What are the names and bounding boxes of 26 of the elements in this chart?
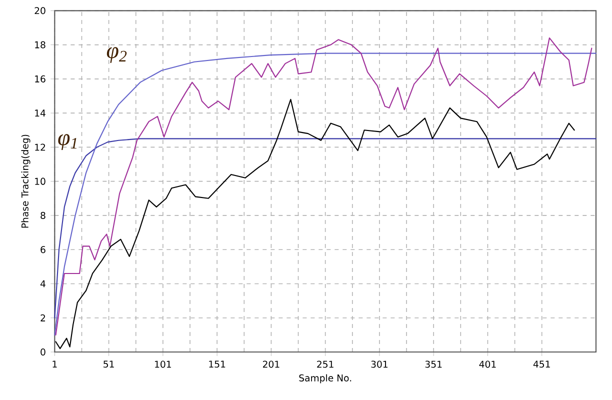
series-label: φ$_{1}$	[58, 134, 77, 150]
y-tick-label: 10	[35, 178, 46, 185]
x-tick-label: 401	[479, 360, 496, 368]
y-tick-label: 18	[35, 41, 46, 48]
x-tick-label: 301	[371, 360, 388, 368]
y-tick-label: 6	[40, 246, 46, 254]
y-tick-label: 8	[40, 212, 46, 219]
y-tick-label: 4	[40, 280, 46, 288]
y-tick-label: 14	[35, 110, 46, 116]
y-tick-label: 16	[35, 75, 46, 82]
series-label: φ$_{2}$	[106, 47, 127, 63]
y-axis-title: Phase Tracking(deg)	[21, 134, 30, 228]
x-tick-label: 1	[52, 360, 57, 368]
x-tick-label: 251	[317, 360, 334, 368]
y-tick-label: 2	[40, 314, 46, 322]
x-tick-label: 451	[533, 360, 550, 368]
y-tick-label: 12	[35, 144, 46, 151]
x-axis-title: Sample No.	[299, 374, 352, 384]
x-tick-label: 151	[209, 360, 226, 368]
x-tick-label: 51	[104, 360, 114, 368]
x-tick-label: 351	[425, 360, 442, 368]
y-tick-label: 0	[40, 348, 46, 356]
x-tick-label: 101	[155, 360, 171, 368]
line-series	[55, 98, 575, 350]
y-tick-label: 20	[34, 7, 46, 14]
x-tick-label: 201	[262, 360, 280, 368]
